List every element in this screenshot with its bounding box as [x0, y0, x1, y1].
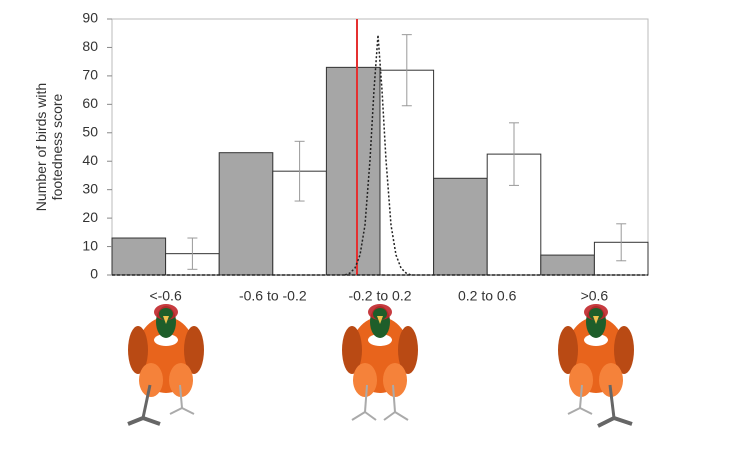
bar	[433, 177, 488, 276]
bar	[325, 66, 381, 276]
error-bar	[187, 237, 198, 270]
y-tick-label: 70	[82, 67, 98, 83]
bar	[111, 237, 167, 276]
y-axis-label: Number of birds withfootedness score	[33, 83, 65, 211]
x-tick-label: 0.2 to 0.6	[458, 288, 517, 304]
y-tick-label: 80	[82, 38, 98, 54]
y-tick-label: 50	[82, 123, 98, 139]
error-bar	[616, 223, 627, 262]
distribution-curve	[344, 34, 412, 276]
y-tick-label: 90	[82, 10, 98, 26]
bar	[218, 152, 274, 276]
y-tick-label: 60	[82, 95, 98, 111]
y-tick-label: 30	[82, 180, 98, 196]
x-tick-label: >0.6	[581, 288, 609, 304]
error-bar	[401, 34, 412, 107]
bird-illustrations	[127, 304, 634, 428]
error-bar	[294, 140, 305, 202]
y-axis-label-line: Number of birds with	[33, 83, 49, 211]
x-tick-label: -0.6 to -0.2	[239, 288, 307, 304]
y-axis-label-line: footedness score	[49, 93, 65, 200]
y-tick-label: 10	[82, 237, 98, 253]
x-tick-label: -0.2 to 0.2	[348, 288, 411, 304]
y-tick-label: 20	[82, 209, 98, 225]
y-tick-label: 40	[82, 152, 98, 168]
y-tick-label: 0	[90, 266, 98, 282]
x-tick-label: <-0.6	[149, 288, 182, 304]
bar	[540, 254, 595, 276]
error-bar	[509, 122, 519, 186]
plot	[111, 34, 649, 276]
